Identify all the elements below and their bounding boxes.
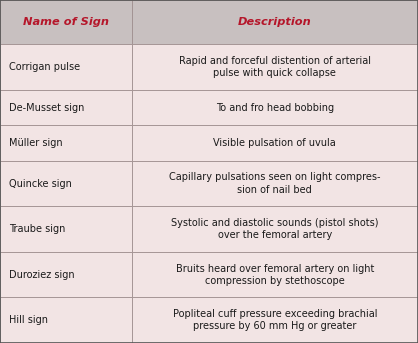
Bar <box>0 161 132 206</box>
Text: Quincke sign: Quincke sign <box>9 179 72 189</box>
Bar <box>132 252 418 297</box>
Bar <box>132 161 418 206</box>
Text: Capillary pulsations seen on light compres-
sion of nail bed: Capillary pulsations seen on light compr… <box>169 173 380 195</box>
Bar <box>132 0 418 44</box>
Bar <box>0 0 132 44</box>
Text: Müller sign: Müller sign <box>9 138 63 148</box>
Text: To and fro head bobbing: To and fro head bobbing <box>216 103 334 113</box>
Text: Systolic and diastolic sounds (pistol shots)
over the femoral artery: Systolic and diastolic sounds (pistol sh… <box>171 218 379 240</box>
Bar <box>0 297 132 343</box>
Bar <box>0 252 132 297</box>
Text: Bruits heard over femoral artery on light
compression by stethoscope: Bruits heard over femoral artery on ligh… <box>176 263 374 286</box>
Bar <box>0 206 132 252</box>
Text: Description: Description <box>238 17 312 27</box>
Text: Rapid and forceful distention of arterial
pulse with quick collapse: Rapid and forceful distention of arteria… <box>179 56 371 78</box>
Bar <box>0 44 132 90</box>
Text: Name of Sign: Name of Sign <box>23 17 109 27</box>
Text: Traube sign: Traube sign <box>9 224 66 234</box>
Bar <box>132 126 418 161</box>
Bar <box>0 126 132 161</box>
Text: Duroziez sign: Duroziez sign <box>9 270 75 280</box>
Bar <box>132 44 418 90</box>
Text: De-Musset sign: De-Musset sign <box>9 103 84 113</box>
Text: Visible pulsation of uvula: Visible pulsation of uvula <box>214 138 336 148</box>
Bar <box>0 90 132 126</box>
Text: Popliteal cuff pressure exceeding brachial
pressure by 60 mm Hg or greater: Popliteal cuff pressure exceeding brachi… <box>173 309 377 331</box>
Bar <box>132 206 418 252</box>
Text: Hill sign: Hill sign <box>9 315 48 325</box>
Text: Corrigan pulse: Corrigan pulse <box>9 62 80 72</box>
Bar <box>132 90 418 126</box>
Bar <box>132 297 418 343</box>
